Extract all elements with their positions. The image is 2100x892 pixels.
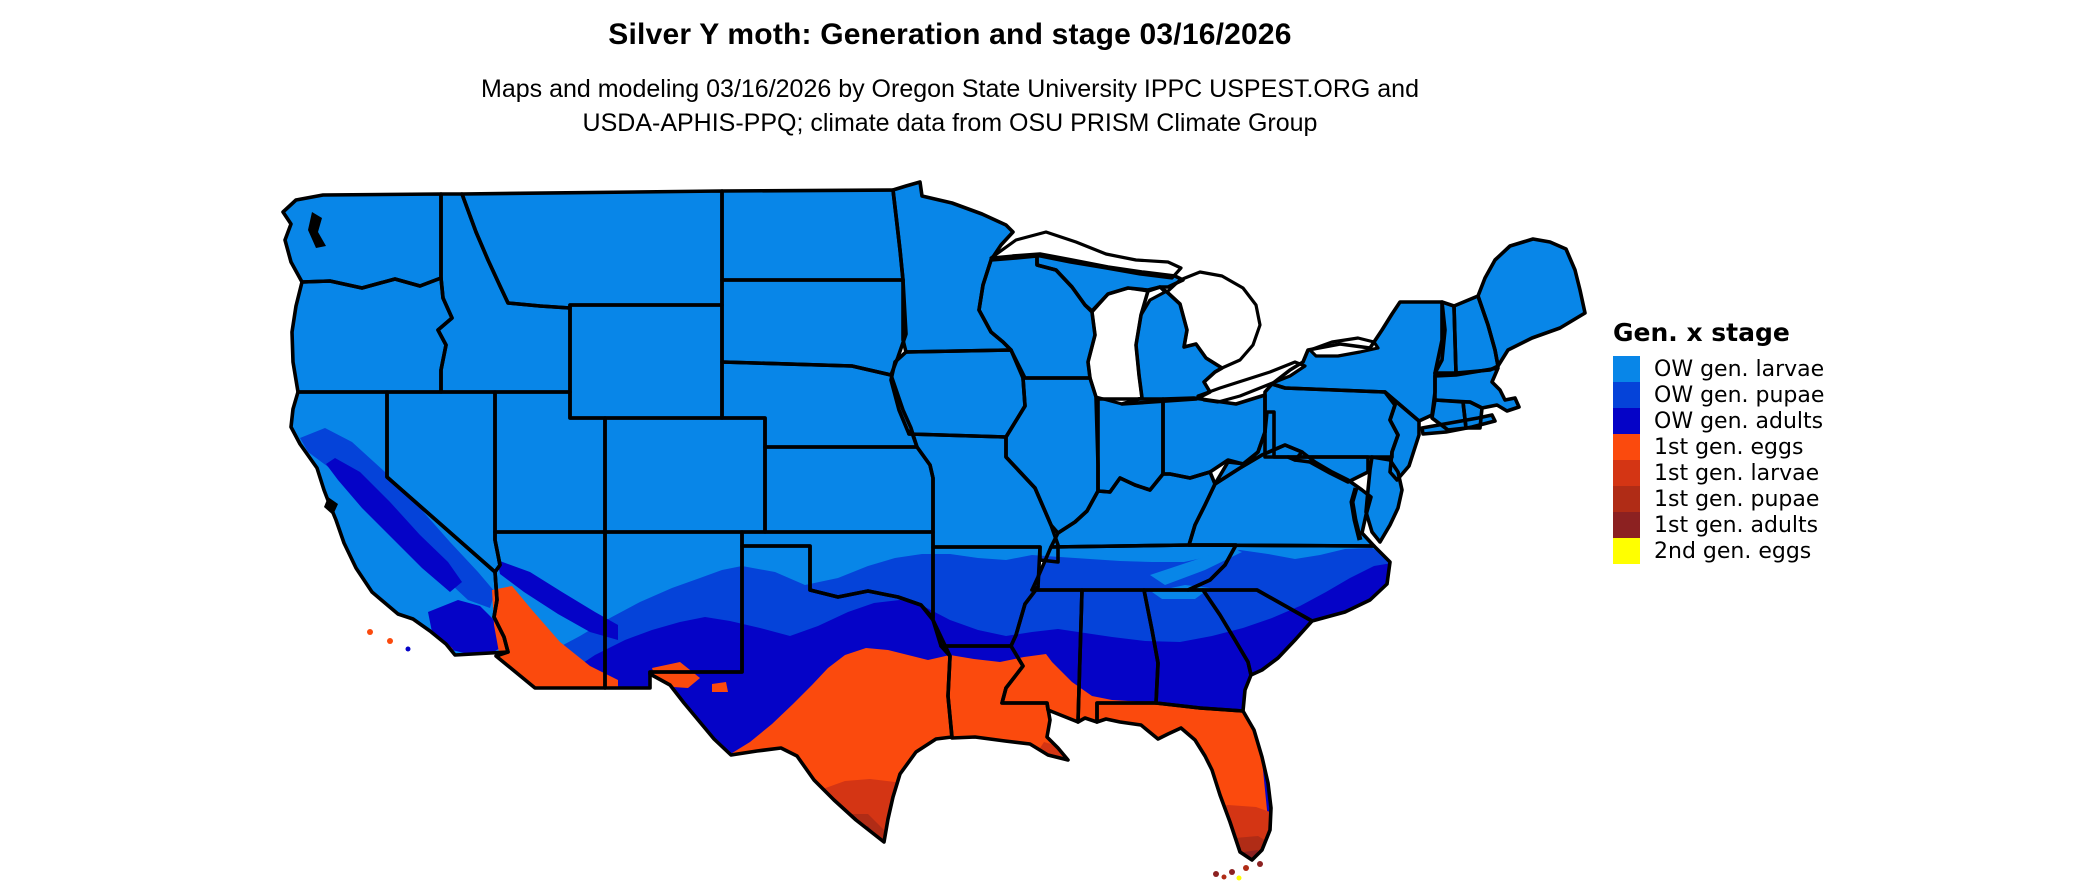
band-ow-adults-sierra-core (326, 458, 462, 592)
florida-key (1229, 869, 1235, 875)
lake-superior (989, 230, 1183, 280)
legend-swatch-gen1-adults (1613, 512, 1640, 538)
legend-swatch-gen1-pupae (1613, 486, 1640, 512)
channel-island (387, 638, 393, 644)
legend-item-gen1-larvae: 1st gen. larvae (1613, 460, 1824, 486)
subtitle-line2: USDA-APHIS-PPQ; climate data from OSU PR… (582, 109, 1318, 137)
legend-label-gen1-larvae: 1st gen. larvae (1654, 460, 1820, 486)
subtitle: Maps and modeling 03/16/2026 by Oregon S… (0, 72, 1900, 140)
legend-swatch-ow-adults (1613, 408, 1640, 434)
page-title: Silver Y moth: Generation and stage 03/1… (608, 18, 1292, 51)
puget-sound (308, 212, 326, 248)
legend-items: OW gen. larvae OW gen. pupae OW gen. adult… (1613, 356, 1824, 564)
legend-label-gen2-eggs: 2nd gen. eggs (1654, 538, 1812, 564)
legend-item-gen1-eggs: 1st gen. eggs (1613, 434, 1824, 460)
florida-key (1213, 871, 1219, 877)
band-gen1-larvae-tx (780, 779, 910, 860)
legend-swatch-gen1-larvae (1613, 460, 1640, 486)
legend-label-gen1-adults: 1st gen. adults (1654, 512, 1819, 538)
subtitle-line1: Maps and modeling 03/16/2026 by Oregon S… (481, 75, 1419, 103)
legend-label-gen1-pupae: 1st gen. pupae (1654, 486, 1820, 512)
legend-item-ow-pupae: OW gen. pupae (1613, 382, 1824, 408)
legend-item-ow-larvae: OW gen. larvae (1613, 356, 1824, 382)
legend-item-gen1-pupae: 1st gen. pupae (1613, 486, 1824, 512)
legend-swatch-gen1-eggs (1613, 434, 1640, 460)
channel-island (367, 629, 373, 635)
legend-label-gen1-eggs: 1st gen. eggs (1654, 434, 1804, 460)
legend-item-ow-adults: OW gen. adults (1613, 408, 1824, 434)
water-detail (308, 212, 1363, 541)
legend-swatch-gen2-eggs (1613, 538, 1640, 564)
band-ow-adults-mogollon (497, 560, 618, 640)
legend-label-ow-adults: OW gen. adults (1654, 408, 1824, 434)
header: Silver Y moth: Generation and stage 03/1… (0, 0, 1900, 140)
legend: Gen. x stage OW gen. larvae OW gen. pupae… (1613, 318, 1824, 564)
legend-swatch-ow-pupae (1613, 382, 1640, 408)
legend-item-gen1-adults: 1st gen. adults (1613, 512, 1824, 538)
florida-key (1221, 874, 1227, 880)
channel-island (405, 646, 411, 652)
legend-title: Gen. x stage (1613, 318, 1790, 347)
chesapeake-bay (1349, 487, 1363, 541)
band-gen1-eggs-desert (492, 586, 618, 690)
legend-item-gen2-eggs: 2nd gen. eggs (1613, 538, 1824, 564)
legend-swatch-ow-larvae (1613, 356, 1640, 382)
florida-key (1257, 861, 1263, 867)
islands-and-keys (367, 629, 1263, 881)
patch-ow-larvae-appalachia (1150, 548, 1242, 585)
san-francisco-bay (324, 497, 338, 515)
legend-label-ow-larvae: OW gen. larvae (1654, 356, 1825, 382)
florida-key-2nd-gen (1236, 875, 1242, 881)
band-gen1-eggs-elpaso (712, 682, 728, 692)
florida-key (1243, 865, 1249, 871)
lake-ontario (1308, 336, 1380, 358)
legend-label-ow-pupae: OW gen. pupae (1654, 382, 1825, 408)
